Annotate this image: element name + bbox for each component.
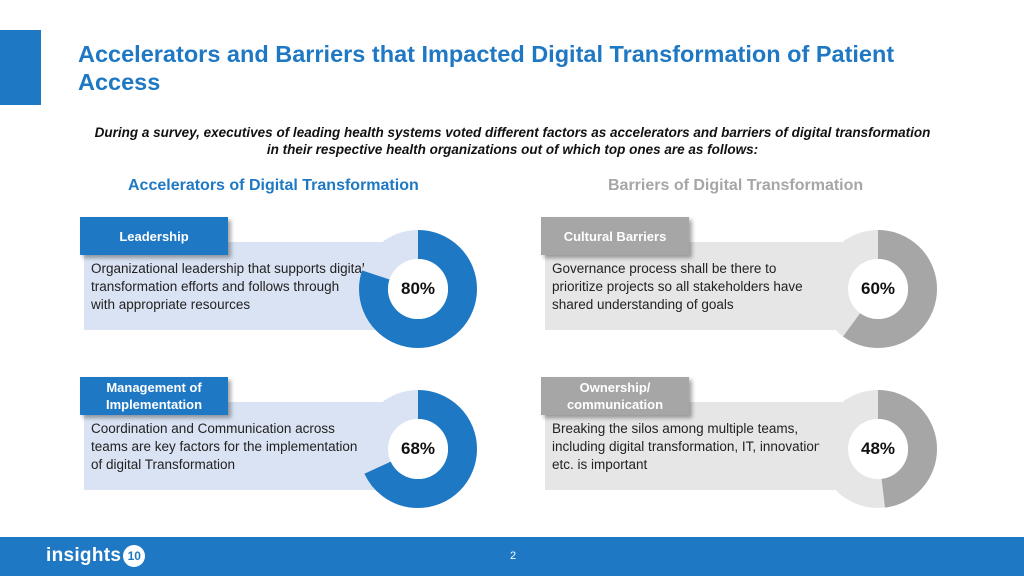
donut-hole (848, 419, 908, 479)
donut-value-arc (819, 230, 937, 348)
title-accent-bar (0, 30, 41, 105)
barrier-description: Breaking the silos among multiple teams,… (552, 421, 822, 472)
accelerator-card-management: Coordination and Communication across te… (84, 402, 414, 490)
donut-hole (848, 259, 908, 319)
page-title: Accelerators and Barriers that Impacted … (78, 41, 895, 95)
accelerator-tag-leadership: Leadership (80, 217, 228, 255)
donut-chart (359, 390, 477, 508)
donut-chart (819, 230, 937, 348)
accelerator-tag-management: Management of Implementation (80, 377, 228, 415)
barrier-description: Governance process shall be there to pri… (552, 261, 803, 312)
page-subtitle: During a survey, executives of leading h… (94, 125, 931, 157)
donut-value-arc (359, 230, 477, 348)
accelerator-donut-leadership: 80% (358, 229, 478, 349)
donut-hole (388, 259, 448, 319)
footer-bar: insights 10 2 (0, 537, 1024, 576)
accelerator-description: Organizational leadership that supports … (91, 261, 365, 312)
logo-text: insights (46, 545, 122, 566)
donut-chart (819, 390, 937, 508)
accelerator-description: Coordination and Communication across te… (91, 421, 358, 472)
donut-hole (388, 419, 448, 479)
barrier-tag-ownership: Ownership/ communication (541, 377, 689, 415)
donut-value-arc (359, 390, 477, 508)
accelerators-heading: Accelerators of Digital Transformation (128, 177, 419, 194)
barrier-donut-cultural: 60% (818, 229, 938, 349)
insights10-logo: insights 10 (46, 545, 146, 567)
accelerator-donut-management: 68% (358, 389, 478, 509)
barrier-donut-ownership: 48% (818, 389, 938, 509)
donut-value-arc (819, 390, 937, 508)
barrier-tag-cultural: Cultural Barriers (541, 217, 689, 255)
page-number: 2 (510, 550, 517, 562)
accelerator-card-leadership: Organizational leadership that supports … (84, 242, 414, 330)
logo-badge: 10 (123, 545, 146, 567)
barriers-heading: Barriers of Digital Transformation (608, 177, 864, 194)
donut-chart (359, 230, 477, 348)
